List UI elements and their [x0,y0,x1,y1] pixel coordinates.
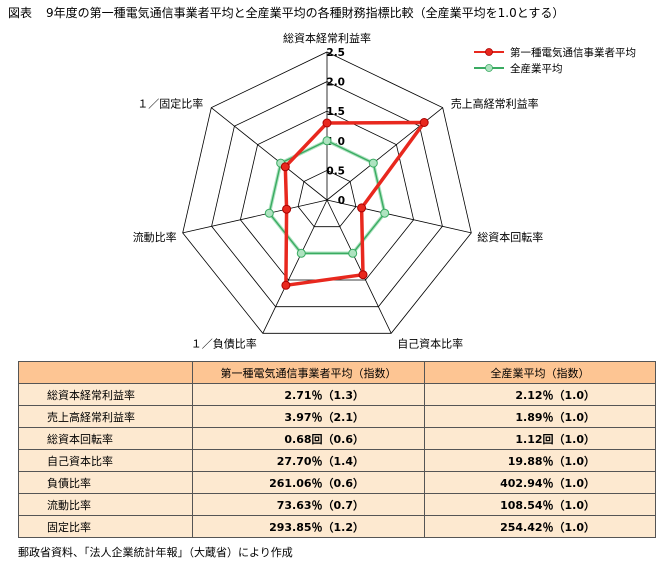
row-value-series2: 1.89％（1.0） [424,405,656,428]
axis-label: １／固定比率 [137,97,203,111]
data-point [322,118,332,128]
grid-ring [297,169,357,228]
legend-swatch-series1 [474,48,504,56]
tick-label: 2.0 [326,77,345,89]
row-value-series1: 261.06％（0.6） [192,471,425,494]
data-point [380,208,390,218]
row-value-series1: 0.68回（0.6） [192,427,425,450]
axis-label: 総資本回転率 [477,230,543,244]
data-point [280,162,290,172]
axis-spoke [326,199,472,234]
row-value-series1: 293.85％（1.2） [192,515,425,538]
legend-swatch-series2 [474,64,504,72]
table-row: 総資本回転率 0.68回（0.6） 1.12回（1.0） [18,427,656,450]
table-header-blank [18,361,193,384]
tick-label: 0 [338,195,345,207]
row-value-series1: 3.97％（2.1） [192,405,425,428]
radar-chart: 0 0.5 1.0 1.5 2.0 2.5 総資本経常利益率売上高経常利益率総資本回転率自己… [133,31,544,350]
axis-spoke [326,199,392,334]
figure-title: 図表 9年度の第一種電気通信事業者平均と全産業平均の各種財務指標比較（全産業平均を… [8,4,564,21]
row-label: 総資本回転率 [18,427,193,450]
tick-label: 2.5 [326,47,345,59]
legend-item-series1: 第一種電気通信事業者平均 [474,44,636,60]
row-label: 売上高経常利益率 [18,405,193,428]
data-point [264,208,274,218]
grid-ring [211,81,443,308]
table-header-row: 第一種電気通信事業者平均（指数） 全産業平均（指数） [18,361,656,384]
legend-item-series2: 全産業平均 [474,60,636,76]
data-point [282,204,292,214]
table-header-series1: 第一種電気通信事業者平均（指数） [192,361,425,384]
row-value-series1: 73.63％（0.7） [192,493,425,516]
row-value-series2: 402.94％（1.0） [424,471,656,494]
row-value-series1: 2.71％（1.3） [192,383,425,406]
series-line [268,140,386,255]
row-value-series2: 19.88％（1.0） [424,449,656,472]
tick-label: 1.0 [326,136,345,148]
row-label: 負債比率 [18,471,193,494]
row-label: 固定比率 [18,515,193,538]
data-point [348,248,358,258]
row-value-series2: 254.42％（1.0） [424,515,656,538]
row-value-series2: 1.12回（1.0） [424,427,656,450]
axis-label: 総資本経常利益率 [283,31,371,45]
table-row: 固定比率 293.85％（1.2） 254.42％（1.0） [18,515,656,538]
chart-title: 9年度の第一種電気通信事業者平均と全産業平均の各種財務指標比較（全産業平均を1.… [46,6,565,20]
series-line [284,121,425,286]
figure-label: 図表 [8,6,33,20]
row-value-series1: 27.70％（1.4） [192,449,425,472]
legend-label-series1: 第一種電気通信事業者平均 [510,46,636,59]
data-point [281,280,291,290]
table-row: 流動比率 73.63％（0.7） 108.54％（1.0） [18,493,656,516]
table-row: 総資本経常利益率 2.71％（1.3） 2.12％（1.0） [18,383,656,406]
table-row: 自己資本比率 27.70％（1.4） 19.88％（1.0） [18,449,656,472]
series-line-halo [283,120,426,288]
axis-spoke [262,199,328,334]
row-label: 自己資本比率 [18,449,193,472]
data-point [358,270,368,280]
table-header-series2: 全産業平均（指数） [424,361,656,384]
table-row: 売上高経常利益率 3.97％（2.1） 1.89％（1.0） [18,405,656,428]
data-point [357,203,367,213]
data-point [322,136,332,146]
axis-label: 売上高経常利益率 [451,97,539,111]
tick-label: 1.5 [326,106,345,118]
source-note: 郵政省資料、「法人企業統計年報」（大蔵省）により作成 [18,546,293,559]
axis-spoke [211,107,328,201]
data-point [368,158,378,168]
axis-spoke [182,199,328,234]
row-value-series2: 108.54％（1.0） [424,493,656,516]
row-label: 流動比率 [18,493,193,516]
tick-label: 0.5 [326,165,345,177]
data-point [296,248,306,258]
axis-label: １／負債比率 [191,336,257,350]
grid-ring [182,51,472,334]
axis-label: 自己資本比率 [397,336,463,350]
indicator-table: 第一種電気通信事業者平均（指数） 全産業平均（指数） 総資本経常利益率 2.71… [18,361,656,538]
row-value-series2: 2.12％（1.0） [424,383,656,406]
chart-legend: 第一種電気通信事業者平均 全産業平均 [474,44,636,76]
table-row: 負債比率 261.06％（0.6） 402.94％（1.0） [18,471,656,494]
row-label: 総資本経常利益率 [18,383,193,406]
axis-label: 流動比率 [133,230,177,244]
data-point [419,118,429,127]
legend-label-series2: 全産業平均 [510,62,563,75]
